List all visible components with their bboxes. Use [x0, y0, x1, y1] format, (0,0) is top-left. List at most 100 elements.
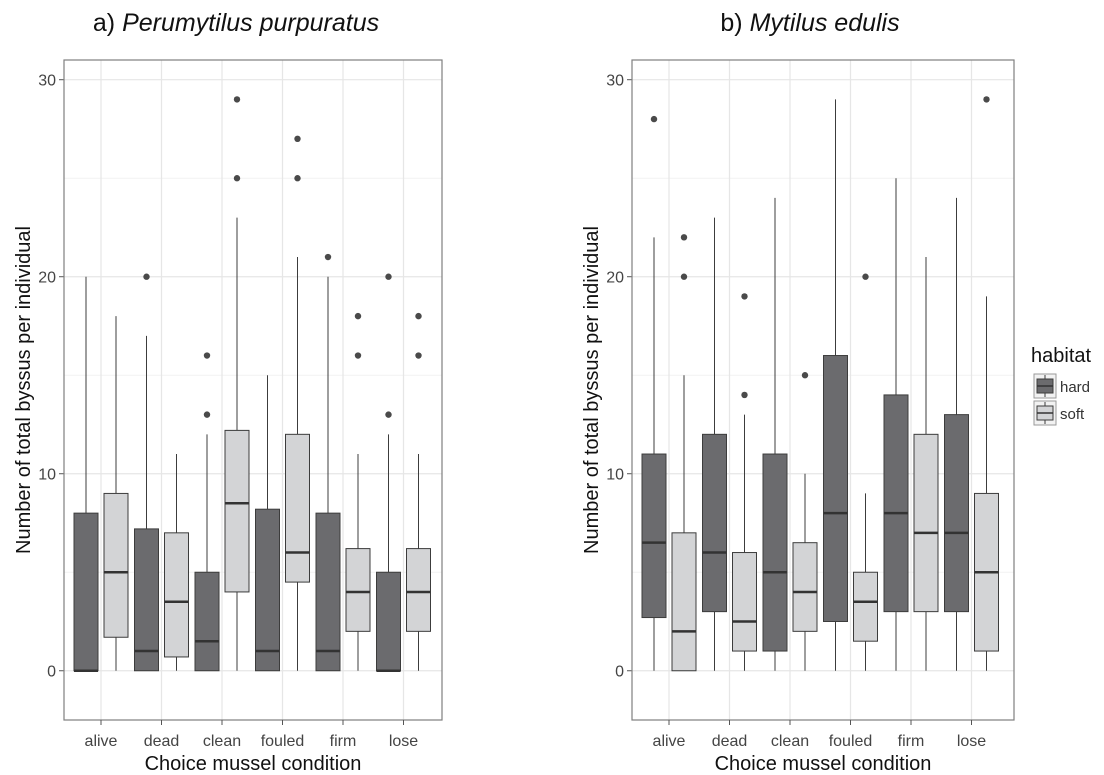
outlier-point: [233, 175, 241, 182]
outlier-point: [862, 273, 869, 280]
x-tick-label: firm: [330, 733, 357, 750]
panel-b: b) Mytilus edulis 0 10 20 30 alive dead clean fo…: [581, 9, 1015, 775]
box-hard-dead: [134, 273, 159, 672]
box-iqr: [732, 552, 757, 652]
legend-label-hard: hard: [1060, 379, 1090, 396]
box-hard-clean: [762, 197, 788, 671]
box-hard-firm: [883, 178, 909, 671]
box-iqr: [702, 433, 727, 613]
x-tick-label: lose: [957, 733, 986, 750]
x-axis-title: Choice mussel condition: [145, 753, 362, 775]
outlier-point: [294, 135, 301, 143]
panel-label: a): [93, 9, 122, 37]
box-iqr: [73, 512, 99, 672]
box-soft-clean: [224, 96, 250, 671]
outlier-point: [233, 96, 241, 103]
box-iqr: [913, 433, 939, 613]
box-iqr: [315, 512, 341, 672]
box-iqr: [345, 548, 371, 632]
x-tick-label: lose: [389, 733, 418, 750]
y-axis-title: Number of total byssus per individual: [581, 226, 603, 554]
box-iqr: [103, 492, 129, 638]
outlier-point: [415, 312, 422, 320]
x-tick-label: clean: [203, 733, 241, 750]
box-hard-fouled: [255, 375, 280, 672]
box-iqr: [164, 532, 189, 658]
box-iqr: [641, 453, 667, 619]
box-iqr: [255, 508, 280, 672]
outlier-point: [680, 234, 688, 241]
outlier-point: [294, 175, 301, 182]
outlier-point: [354, 352, 362, 359]
panel-frame: [631, 59, 1015, 721]
outlier-point: [385, 411, 392, 418]
box-soft-lose: [406, 312, 431, 671]
outlier-point: [354, 312, 362, 320]
box-soft-firm: [345, 312, 371, 671]
x-tick-label: firm: [898, 733, 925, 750]
x-tick-label: alive: [85, 733, 118, 750]
box-iqr: [285, 433, 310, 583]
y-tick-label: 20: [38, 270, 56, 287]
x-tick-label: fouled: [261, 733, 305, 750]
box-soft-dead: [164, 454, 189, 671]
y-tick-label: 0: [47, 664, 56, 681]
box-hard-fouled: [823, 99, 848, 671]
outlier-point: [983, 96, 990, 103]
box-iqr: [406, 548, 431, 632]
box-iqr: [823, 355, 848, 622]
box-soft-lose: [974, 96, 999, 671]
box-iqr: [134, 528, 159, 672]
x-tick-label: clean: [771, 733, 809, 750]
outlier-point: [415, 352, 422, 359]
box-soft-fouled: [853, 273, 878, 671]
x-tick-label: dead: [144, 733, 180, 750]
y-tick-label: 30: [606, 73, 624, 90]
box-hard-alive: [73, 276, 99, 672]
box-hard-firm: [315, 253, 341, 672]
box-soft-alive: [103, 316, 129, 671]
outlier-point: [385, 273, 392, 280]
legend-title: habitat: [1031, 345, 1091, 367]
outlier-point: [143, 273, 150, 280]
y-axis-title: Number of total byssus per individual: [13, 226, 35, 554]
legend-label-soft: soft: [1060, 406, 1085, 423]
x-tick-label: alive: [653, 733, 686, 750]
legend-key-soft: [1033, 400, 1057, 426]
box-soft-clean: [792, 372, 818, 671]
species-name: Perumytilus purpuratus: [122, 9, 379, 37]
x-axis-title: Choice mussel condition: [715, 753, 932, 775]
box-iqr: [194, 571, 220, 672]
y-tick-label: 0: [615, 664, 624, 681]
x-tick-label: fouled: [829, 733, 873, 750]
outlier-point: [324, 253, 332, 261]
box-soft-fouled: [285, 135, 310, 671]
box-hard-dead: [702, 217, 727, 671]
y-tick-label: 30: [38, 73, 56, 90]
y-tick-label: 10: [606, 467, 624, 484]
box-iqr: [762, 453, 788, 652]
box-soft-firm: [913, 257, 939, 671]
panel-frame: [63, 59, 443, 721]
box-iqr: [671, 532, 697, 672]
box-hard-clean: [194, 352, 220, 672]
box-iqr: [853, 571, 878, 642]
box-soft-alive: [671, 234, 697, 672]
legend: habitat hard soft: [1031, 345, 1091, 426]
legend-key-hard: [1033, 373, 1057, 399]
panel-a: a) Perumytilus purpuratus 0 10 20 30 alive dea…: [13, 9, 443, 775]
box-iqr: [376, 571, 401, 672]
box-iqr: [792, 542, 818, 632]
panel-title: a) Perumytilus purpuratus: [93, 9, 379, 37]
outlier-point: [203, 411, 211, 418]
species-name: Mytilus edulis: [750, 9, 900, 37]
outlier-point: [741, 391, 748, 399]
outlier-point: [741, 293, 748, 300]
box-hard-alive: [641, 115, 667, 671]
box-soft-dead: [732, 293, 757, 671]
y-tick-label: 20: [606, 270, 624, 287]
outlier-point: [650, 115, 658, 123]
panel-title: b) Mytilus edulis: [720, 9, 899, 37]
outlier-point: [801, 372, 809, 379]
